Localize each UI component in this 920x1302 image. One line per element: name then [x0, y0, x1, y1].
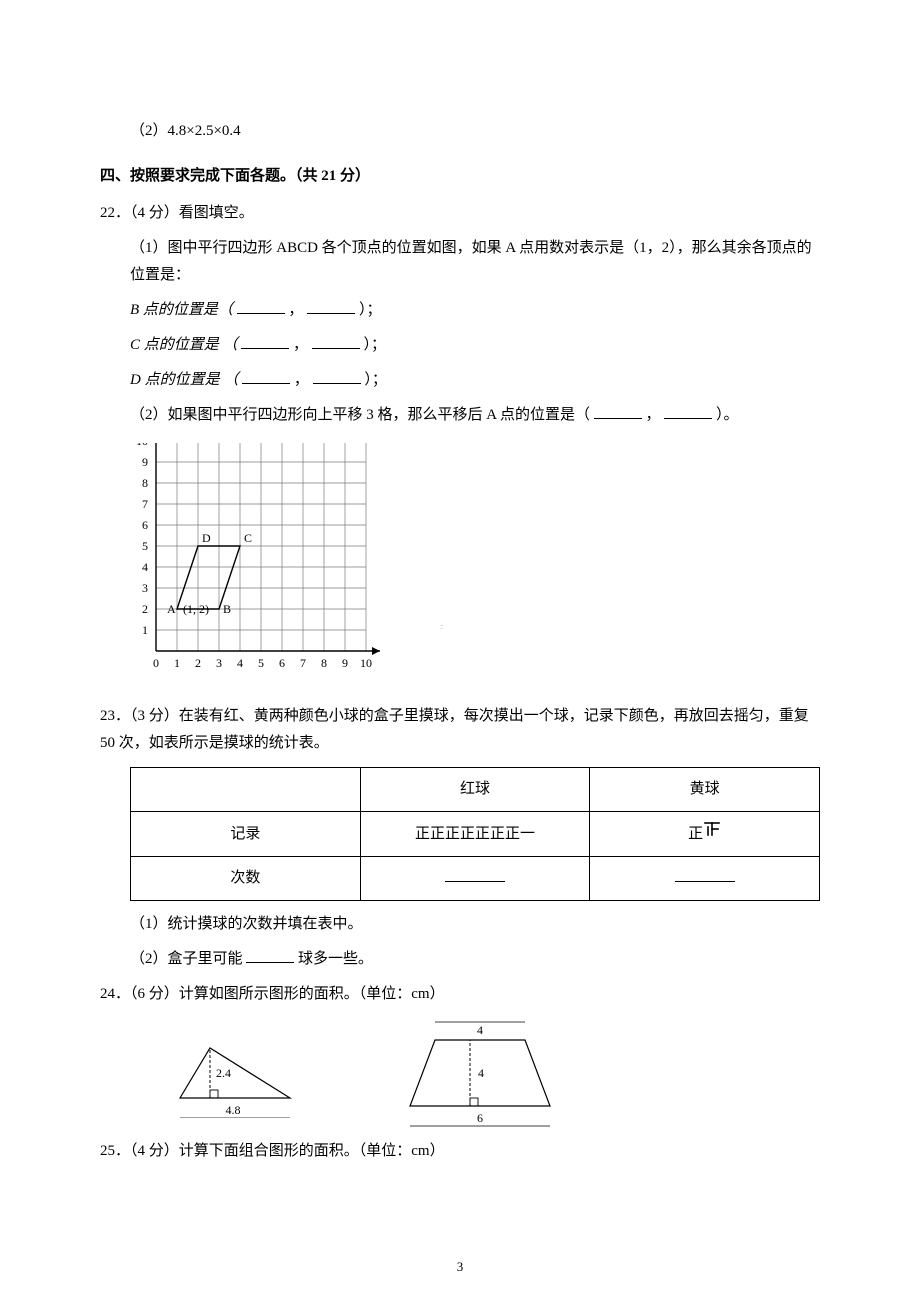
svg-text:8: 8 [142, 476, 148, 490]
svg-text:4.8: 4.8 [226, 1103, 241, 1117]
tally-partial [703, 820, 721, 848]
svg-text:6: 6 [142, 518, 148, 532]
tally-full: 正 [688, 821, 703, 848]
svg-text:5: 5 [142, 539, 148, 553]
svg-text:9: 9 [142, 455, 148, 469]
q23-sub2: （2）盒子里可能 球多一些。 [100, 946, 820, 973]
svg-text:3: 3 [216, 656, 222, 670]
svg-text:2: 2 [195, 656, 201, 670]
blank-b-x[interactable] [237, 298, 285, 314]
q23-table: 红球 黄球 记录 正正正正正正正一 正 次数 [130, 767, 820, 901]
close: ）； [364, 372, 387, 388]
svg-text:1: 1 [142, 623, 148, 637]
close: ）； [364, 337, 387, 353]
trapezoid-icon: 4 4 6 [390, 1018, 570, 1128]
q24-shapes: 2.4 4.8 4 4 6 [160, 1018, 820, 1128]
sep: ， [646, 407, 661, 423]
q23-sub1: （1）统计摸球的次数并填在表中。 [100, 911, 820, 938]
q23-yellow-tally: 正 [590, 812, 820, 857]
q23-yellow-count[interactable] [590, 857, 820, 901]
q23-th-yellow: 黄球 [590, 768, 820, 812]
q22-b-label: B 点的位置是（ [130, 302, 233, 318]
blank-d-x[interactable] [242, 368, 290, 384]
svg-text:2.4: 2.4 [216, 1066, 231, 1080]
svg-text:4: 4 [477, 1023, 483, 1037]
svg-text:7: 7 [142, 497, 148, 511]
q22-b-line: B 点的位置是（ ， ）； [100, 297, 820, 324]
blank-a2-x[interactable] [594, 403, 642, 419]
svg-text:2: 2 [142, 602, 148, 616]
q22-part2: （2）如果图中平行四边形向上平移 3 格，那么平移后 A 点的位置是（ ， ）。 [100, 402, 820, 429]
svg-text:B: B [223, 602, 231, 616]
sep: ， [294, 372, 309, 388]
q22-d-line: D 点的位置是 （ ， ）； [100, 367, 820, 394]
svg-text:(1, 2): (1, 2) [183, 602, 209, 616]
q23-row-count: 次数 [131, 857, 361, 901]
q22-part1: （1）图中平行四边形 ABCD 各个顶点的位置如图，如果 A 点用数对表示是（1… [100, 235, 820, 289]
q22-chart: 0 1 2 3 4 5 6 7 8 9 10 1 2 3 4 5 6 7 8 9 10 A (1, 2) B C D [120, 443, 820, 689]
q22-part2-pre: （2）如果图中平行四边形向上平移 3 格，那么平移后 A 点的位置是（ [130, 407, 590, 423]
blank-d-y[interactable] [313, 368, 361, 384]
svg-text:D: D [202, 531, 211, 545]
q22-part2-post: ）。 [716, 407, 739, 423]
svg-text:4: 4 [237, 656, 243, 670]
svg-text:4: 4 [142, 560, 148, 574]
blank-b-y[interactable] [307, 298, 355, 314]
q22-header: 22．（4 分）看图填空。 [100, 200, 820, 227]
blank-c-y[interactable] [312, 333, 360, 349]
q25-header: 25．（4 分）计算下面组合图形的面积。（单位：cm） [100, 1138, 820, 1165]
triangle-icon: 2.4 4.8 [160, 1018, 310, 1118]
q23-sub2-post: 球多一些。 [298, 951, 373, 967]
close: ）； [359, 302, 382, 318]
q22-d-label: D 点的位置是 （ [130, 372, 238, 388]
q23-sub2-pre: （2）盒子里可能 [130, 951, 246, 967]
q23-header: 23．（3 分）在装有红、黄两种颜色小球的盒子里摸球，每次摸出一个球，记录下颜色… [100, 703, 820, 757]
q24-header-text: 24．（6 分）计算如图所示图形的面积。（单位：cm） [100, 986, 445, 1002]
svg-text:7: 7 [300, 656, 306, 670]
section-4-title: 四、按照要求完成下面各题。（共 21 分） [100, 163, 820, 190]
page-number: 3 [0, 1255, 920, 1278]
sep: ， [293, 337, 308, 353]
q23-th-red: 红球 [360, 768, 590, 812]
svg-text:9: 9 [342, 656, 348, 670]
q23-table-wrap: 红球 黄球 记录 正正正正正正正一 正 次数 [100, 767, 820, 901]
q23-red-count[interactable] [360, 857, 590, 901]
q22-c-line: C 点的位置是 （ ， ）； [100, 332, 820, 359]
svg-text:1: 1 [174, 656, 180, 670]
q23-th-empty [131, 768, 361, 812]
svg-text:0: 0 [153, 656, 159, 670]
svg-text:A: A [167, 602, 176, 616]
q23-row-record: 记录 [131, 812, 361, 857]
svg-text:6: 6 [279, 656, 285, 670]
svg-text:C: C [244, 531, 252, 545]
sep: ， [288, 302, 303, 318]
q22-c-label: C 点的位置是 （ [130, 337, 238, 353]
watermark-dot: :: [440, 620, 442, 634]
blank-a2-y[interactable] [664, 403, 712, 419]
svg-text:6: 6 [477, 1111, 483, 1125]
q21-sub2: （2）4.8×2.5×0.4 [100, 118, 820, 145]
svg-text:10: 10 [360, 656, 372, 670]
blank-c-x[interactable] [241, 333, 289, 349]
blank-q23-color[interactable] [246, 947, 294, 963]
q23-red-tally: 正正正正正正正一 [360, 812, 590, 857]
q24-header: 24．（6 分）计算如图所示图形的面积。（单位：cm） [100, 981, 820, 1008]
svg-text:8: 8 [321, 656, 327, 670]
svg-text:5: 5 [258, 656, 264, 670]
svg-text:10: 10 [136, 443, 148, 448]
svg-text:4: 4 [478, 1066, 484, 1080]
svg-text:3: 3 [142, 581, 148, 595]
